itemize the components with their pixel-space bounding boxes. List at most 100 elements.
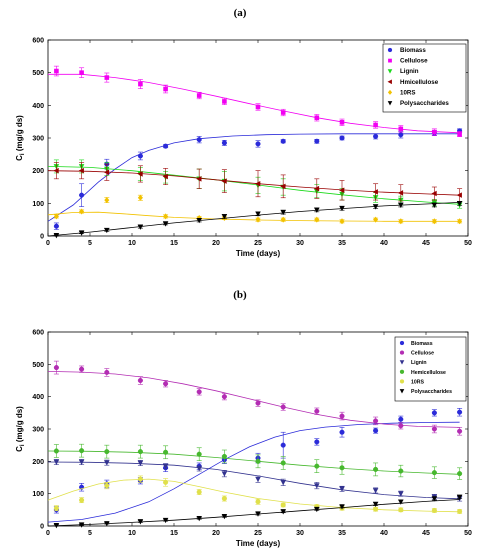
data-point — [162, 463, 169, 470]
fit-line — [47, 461, 460, 500]
data-point — [372, 189, 378, 195]
x-axis-label: Time (days) — [236, 249, 281, 258]
legend: Biomass Cellulose Lignin Hmicellulose 10RS Po… — [382, 43, 467, 113]
data-point — [79, 497, 85, 503]
data-point — [457, 428, 463, 434]
data-point — [221, 394, 227, 400]
data-point — [53, 523, 60, 529]
legend-marker — [399, 350, 405, 355]
data-point — [162, 173, 168, 180]
data-point — [431, 496, 438, 502]
y-tick-label: 100 — [32, 201, 44, 208]
data-point — [255, 141, 261, 147]
data-point — [280, 509, 286, 515]
data-point — [372, 488, 379, 494]
data-point — [373, 122, 378, 128]
data-point — [53, 167, 59, 174]
legend-marker — [388, 58, 392, 63]
series-biomass — [47, 128, 463, 230]
data-point — [78, 459, 85, 465]
y-tick-label: 100 — [32, 491, 44, 498]
data-point — [398, 423, 404, 429]
data-point — [456, 201, 463, 207]
data-point — [104, 369, 110, 375]
data-point — [137, 519, 144, 525]
data-point — [163, 479, 169, 485]
data-point — [339, 187, 345, 194]
data-point — [163, 143, 169, 149]
legend-marker — [399, 360, 405, 365]
data-point — [280, 216, 286, 223]
data-point — [137, 449, 143, 455]
data-point — [373, 506, 379, 512]
data-point — [314, 463, 320, 469]
data-point — [137, 171, 143, 177]
series-cellulose — [47, 360, 463, 436]
x-tick-label: 15 — [170, 530, 178, 537]
data-point — [431, 190, 437, 197]
data-point — [314, 216, 320, 223]
data-point — [431, 470, 437, 476]
data-point — [339, 120, 345, 125]
data-point — [431, 507, 437, 514]
data-point — [53, 505, 59, 511]
data-point — [314, 138, 320, 144]
data-point — [79, 192, 85, 198]
y-axis-label: Ci (mg/g ds) — [15, 406, 26, 452]
legend-entry: 10RS — [400, 89, 415, 96]
data-point — [163, 86, 168, 92]
x-tick-label: 40 — [380, 530, 388, 537]
y-tick-label: 300 — [32, 136, 44, 143]
legend-entry: Hemicellulose — [411, 370, 446, 376]
data-point — [398, 416, 404, 422]
data-point — [398, 507, 404, 513]
data-point — [222, 99, 227, 104]
data-point — [137, 460, 144, 466]
panel-b: (b)0 5 10 15 20 25 30 35 40 45 5001002003004005006… — [15, 289, 472, 548]
data-point — [398, 468, 404, 474]
data-point — [398, 126, 404, 132]
data-point — [314, 506, 320, 513]
data-point — [104, 227, 110, 234]
data-point — [457, 471, 463, 477]
data-point — [280, 460, 286, 466]
data-point — [431, 202, 438, 208]
data-point — [53, 233, 60, 239]
data-point — [255, 104, 261, 110]
data-point — [373, 466, 379, 472]
x-tick-label: 15 — [170, 240, 178, 247]
data-point — [104, 449, 110, 455]
data-point — [397, 190, 404, 196]
data-point — [78, 522, 85, 528]
data-point — [78, 230, 85, 236]
data-point — [79, 448, 85, 454]
data-point — [196, 389, 202, 395]
data-point — [221, 495, 227, 502]
data-point — [431, 426, 437, 432]
data-point — [137, 153, 143, 159]
fit-line — [47, 170, 460, 196]
x-tick-label: 50 — [464, 240, 472, 247]
data-point — [280, 502, 286, 508]
legend-entry: Lignin — [400, 68, 419, 75]
x-tick-label: 10 — [128, 530, 136, 537]
x-tick-label: 30 — [296, 530, 304, 537]
x-tick-label: 35 — [338, 240, 346, 247]
x-tick-label: 45 — [422, 530, 430, 537]
x-tick-label: 25 — [254, 240, 262, 247]
fit-line — [47, 499, 460, 527]
data-point — [196, 176, 202, 182]
fit-line — [47, 202, 460, 237]
legend-entry: Cellulose — [411, 351, 434, 357]
data-point — [339, 413, 345, 419]
x-tick-label: 50 — [464, 530, 472, 537]
data-point — [255, 211, 261, 217]
y-tick-label: 400 — [32, 394, 44, 401]
data-point — [196, 515, 202, 522]
data-point — [456, 494, 463, 500]
legend-entry: Cellulose — [400, 58, 428, 65]
data-point — [53, 213, 59, 220]
y-tick-label: 0 — [40, 234, 44, 241]
data-point — [432, 129, 437, 135]
